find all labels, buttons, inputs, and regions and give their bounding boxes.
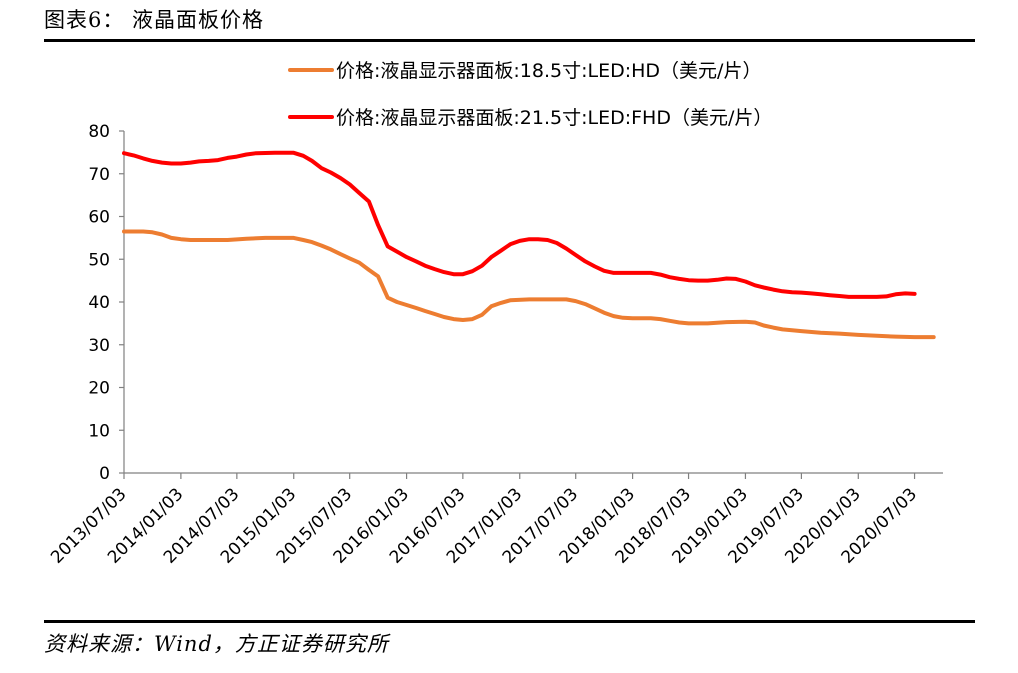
series-line-1 (122, 229, 936, 340)
y-tick-label: 70 (88, 165, 110, 185)
figure-title: 图表6： 液晶面板价格 (44, 8, 265, 32)
x-axis-ticks: 2013/07/032014/01/032014/07/032015/01/03… (47, 473, 921, 568)
legend: 价格:液晶显示器面板:18.5寸:LED:HD（美元/片） 价格:液晶显示器面板:… (288, 60, 772, 129)
y-axis-ticks: 0 10 20 30 40 50 60 70 80 (88, 122, 124, 484)
source-note: 资料来源：Wind，方正证券研究所 (44, 632, 389, 656)
line-chart: 0 10 20 30 40 50 60 70 80 2013/07/032014/01/0320… (47, 60, 943, 568)
legend-label-1: 价格:液晶显示器面板:18.5寸:LED:HD（美元/片） (336, 60, 761, 82)
y-tick-label: 80 (88, 122, 110, 142)
y-tick-label: 60 (88, 208, 110, 228)
y-tick-label: 0 (99, 464, 110, 484)
top-rule (44, 39, 975, 42)
bottom-rule (44, 620, 975, 623)
y-tick-label: 10 (88, 421, 110, 441)
series-lines (122, 150, 936, 340)
y-tick-label: 50 (88, 250, 110, 270)
chart-axes (123, 131, 943, 474)
legend-label-2: 价格:液晶显示器面板:21.5寸:LED:FHD（美元/片） (336, 107, 772, 129)
y-tick-label: 20 (88, 379, 110, 399)
y-tick-label: 40 (88, 293, 110, 313)
series-line-2 (122, 150, 917, 299)
y-tick-label: 30 (88, 336, 110, 356)
